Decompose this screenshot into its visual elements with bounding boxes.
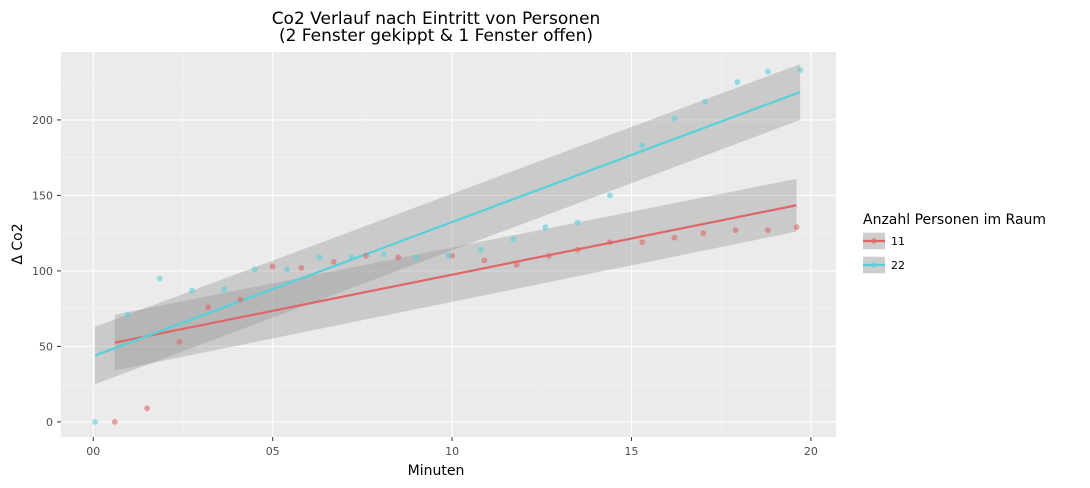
data-point-22 <box>639 142 646 149</box>
data-point-22 <box>124 311 131 318</box>
x-tick-label: 10 <box>445 445 459 458</box>
data-point-22 <box>510 236 516 243</box>
x-tick-label: 15 <box>624 445 638 458</box>
data-point-11 <box>513 261 520 268</box>
data-point-11 <box>639 239 646 246</box>
data-point-11 <box>700 230 707 237</box>
data-point-22 <box>156 275 163 282</box>
trend-line-11 <box>114 204 797 344</box>
x-axis-ticks: 00 05 10 15 20 <box>86 437 818 458</box>
data-point-22 <box>702 98 708 105</box>
data-point-22 <box>734 79 741 86</box>
y-tick-label: 50 <box>39 340 53 353</box>
legend-label-11: 11 <box>891 235 905 248</box>
data-point-11 <box>574 246 581 253</box>
data-point-22 <box>671 115 678 122</box>
data-point-11 <box>237 296 244 303</box>
x-tick-label: 00 <box>86 445 100 458</box>
trend-lines <box>94 90 801 357</box>
data-points <box>92 67 804 425</box>
legend-key-point-11 <box>871 238 877 244</box>
legend-key-point-22 <box>871 262 877 268</box>
data-point-22 <box>381 251 387 258</box>
data-point-11 <box>671 234 678 241</box>
data-point-11 <box>793 224 800 231</box>
data-point-22 <box>316 254 323 261</box>
data-point-11 <box>764 227 771 234</box>
y-axis-title: Δ Co2 <box>10 223 26 264</box>
data-point-22 <box>284 266 290 273</box>
grid-major <box>61 52 836 437</box>
data-point-11 <box>205 304 212 311</box>
data-point-11 <box>732 227 739 234</box>
data-point-11 <box>330 258 337 265</box>
chart-title-line2: (2 Fenster gekippt & 1 Fenster offen) <box>279 26 593 46</box>
data-point-11 <box>481 257 488 264</box>
data-point-22 <box>542 224 549 231</box>
x-axis-title: Minuten <box>408 463 465 479</box>
data-point-11 <box>546 252 552 259</box>
data-point-22 <box>251 266 258 273</box>
data-point-22 <box>477 246 484 253</box>
data-point-22 <box>348 254 355 261</box>
data-point-22 <box>413 254 420 261</box>
data-point-11 <box>298 265 305 271</box>
data-point-22 <box>92 419 98 425</box>
data-point-11 <box>176 338 183 345</box>
data-point-11 <box>607 239 613 246</box>
plot-panel <box>61 52 836 437</box>
y-tick-label: 150 <box>32 189 53 202</box>
legend-title: Anzahl Personen im Raum <box>863 212 1046 228</box>
data-point-22 <box>221 286 228 292</box>
x-tick-label: 20 <box>804 445 818 458</box>
data-point-22 <box>574 219 581 226</box>
y-tick-label: 0 <box>46 416 53 429</box>
grid-minor <box>61 52 836 437</box>
x-tick-label: 05 <box>266 445 280 458</box>
data-point-22 <box>764 68 771 75</box>
data-point-22 <box>607 192 613 199</box>
chart-title-line1: Co2 Verlauf nach Eintritt von Personen <box>272 9 601 29</box>
trend-line-22 <box>94 90 801 357</box>
data-point-22 <box>797 67 804 74</box>
y-tick-label: 200 <box>32 114 53 127</box>
legend-keys: 11 22 <box>863 232 905 274</box>
data-point-11 <box>111 419 118 425</box>
data-point-11 <box>269 263 276 270</box>
data-point-11 <box>144 405 151 412</box>
data-point-22 <box>445 252 452 259</box>
y-axis-ticks: 0 50 100 150 200 <box>32 114 61 429</box>
data-point-11 <box>363 252 369 259</box>
legend-label-22: 22 <box>891 259 905 272</box>
y-tick-label: 100 <box>32 265 53 278</box>
data-point-22 <box>189 287 195 294</box>
legend: Anzahl Personen im Raum 11 22 <box>863 212 1046 274</box>
data-point-11 <box>395 254 402 261</box>
